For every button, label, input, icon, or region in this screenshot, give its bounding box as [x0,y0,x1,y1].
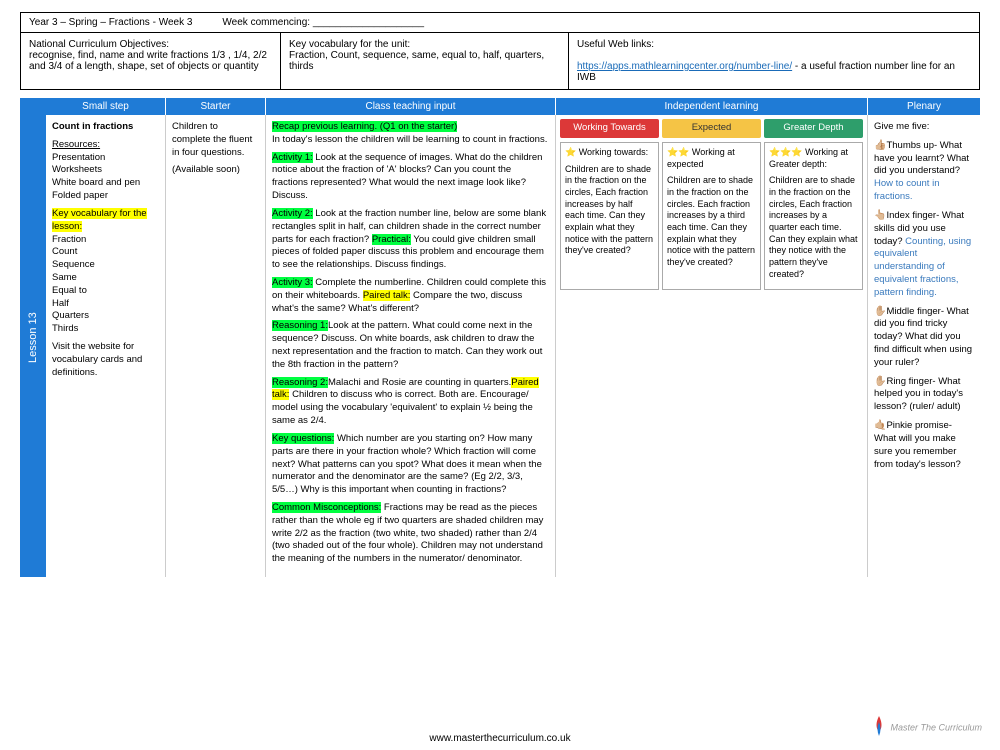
col-small-step: Small step [46,98,166,115]
h-wt: Working Towards [560,119,659,138]
r2a: Malachi and Rosie are counting in quarte… [328,377,511,388]
a3-pt: Paired talk: [363,290,411,301]
wt-col: ⭐ Working towards: Children are to shade… [560,142,659,291]
col-plenary: Plenary [868,98,980,115]
lesson-tab: Lesson 13 [20,98,46,577]
recap-hl: Recap previous learning. (Q1 on the star… [272,121,457,132]
pinkie: Pinkie promise- What will you make sure … [874,420,961,469]
star-icon: ⭐⭐⭐ [769,147,803,157]
objectives-text: recognise, find, name and write fraction… [29,50,267,72]
brand-text: Master The Curriculum [890,722,982,732]
info-row: National Curriculum Objectives: recognis… [20,33,980,90]
res-0: Presentation [52,152,105,163]
pinkie-icon: 🤙🏼 [874,420,886,431]
v0: Fraction [52,234,86,245]
ex-col: ⭐⭐ Working at expected Children are to s… [662,142,761,291]
ex-body: Children are to shade in the fraction on… [667,175,756,269]
res-1: Worksheets [52,164,102,175]
star-icon: ⭐⭐ [667,147,689,157]
a1-hl: Activity 1: [272,152,313,163]
starter-text: Children to complete the fluent in four … [172,121,259,159]
res-2: White board and pen [52,177,140,188]
intro: In today's lesson the children will be l… [272,134,547,145]
week-commencing: Week commencing: ____________________ [222,17,424,28]
brand-logo: Master The Curriculum [870,714,982,742]
step-title: Count in fractions [52,121,159,134]
main-grid: Lesson 13 Small step Starter Class teach… [20,98,980,577]
starter-col: Children to complete the fluent in four … [166,115,266,577]
res-3: Folded paper [52,190,108,201]
vocab-text: Fraction, Count, sequence, same, equal t… [289,50,544,72]
v7: Thirds [52,323,78,334]
thumb: Thumbs up- What have you learnt? What di… [874,140,969,177]
thumb-ans: How to count in fractions. [874,178,939,202]
gd-col: ⭐⭐⭐ Working at Greater depth: Children a… [764,142,863,291]
starter-avail: (Available soon) [172,164,259,177]
lesson-body: Count in fractions Resources: Presentati… [46,115,980,577]
a3-hl: Activity 3: [272,277,313,288]
wt-body: Children are to shade in the fraction on… [565,164,654,258]
cm-hl: Common Misconceptions: [272,502,381,513]
title: Year 3 – Spring – Fractions - Week 3 [29,17,192,28]
column-headers: Small step Starter Class teaching input … [46,98,980,115]
teaching-col: Recap previous learning. (Q1 on the star… [266,115,556,577]
diff-headers: Working Towards Expected Greater Depth [560,119,863,138]
plenary-col: Give me five: 👍🏼Thumbs up- What have you… [868,115,980,577]
vocab-label: Key vocabulary for the unit: [289,39,410,50]
middle-icon: ✋🏼 [874,306,886,317]
links-cell: Useful Web links: https://apps.mathlearn… [569,33,979,89]
h-gd: Greater Depth [764,119,863,138]
wt-label: Working towards: [576,147,648,157]
vocab-cell: Key vocabulary for the unit: Fraction, C… [281,33,569,89]
objectives-label: National Curriculum Objectives: [29,39,169,50]
col-teaching: Class teaching input [266,98,556,115]
flame-icon [870,714,888,742]
vocab-note: Visit the website for vocabulary cards a… [52,341,159,379]
star-icon: ⭐ [565,147,576,157]
middle: Middle finger- What did you find tricky … [874,306,972,368]
small-step-col: Count in fractions Resources: Presentati… [46,115,166,577]
r1-hl: Reasoning 1: [272,320,328,331]
web-link[interactable]: https://apps.mathlearningcenter.org/numb… [577,61,792,72]
ring-icon: ✋🏼 [874,376,886,387]
vocab-hl: Key vocabulary for the lesson: [52,208,147,232]
a2-prac: Practical: [372,234,411,245]
index-icon: 👆🏼 [874,210,886,221]
v1: Count [52,246,77,257]
v2: Sequence [52,259,95,270]
r2b: Children to discuss who is correct. Both… [272,389,533,426]
v3: Same [52,272,77,283]
gd-body: Children are to shade in the fraction on… [769,175,858,280]
links-label: Useful Web links: [577,39,654,50]
a1: Look at the sequence of images. What do … [272,152,542,201]
h-ex: Expected [662,119,761,138]
v4: Equal to [52,285,87,296]
diff-body: ⭐ Working towards: Children are to shade… [560,142,863,291]
independent-col: Working Towards Expected Greater Depth ⭐… [556,115,868,577]
v5: Half [52,298,69,309]
a2-hl: Activity 2: [272,208,313,219]
objectives-cell: National Curriculum Objectives: recognis… [21,33,281,89]
ring: Ring finger- What helped you in today's … [874,376,963,413]
plenary-title: Give me five: [874,121,974,134]
resources-label: Resources: [52,139,100,150]
col-independent: Independent learning [556,98,868,115]
page-header: Year 3 – Spring – Fractions - Week 3 Wee… [20,12,980,33]
v6: Quarters [52,310,89,321]
thumb-icon: 👍🏼 [874,140,886,151]
r2-hl: Reasoning 2: [272,377,328,388]
col-starter: Starter [166,98,266,115]
footer-url: www.masterthecurriculum.co.uk [0,733,1000,744]
kq-hl: Key questions: [272,433,334,444]
